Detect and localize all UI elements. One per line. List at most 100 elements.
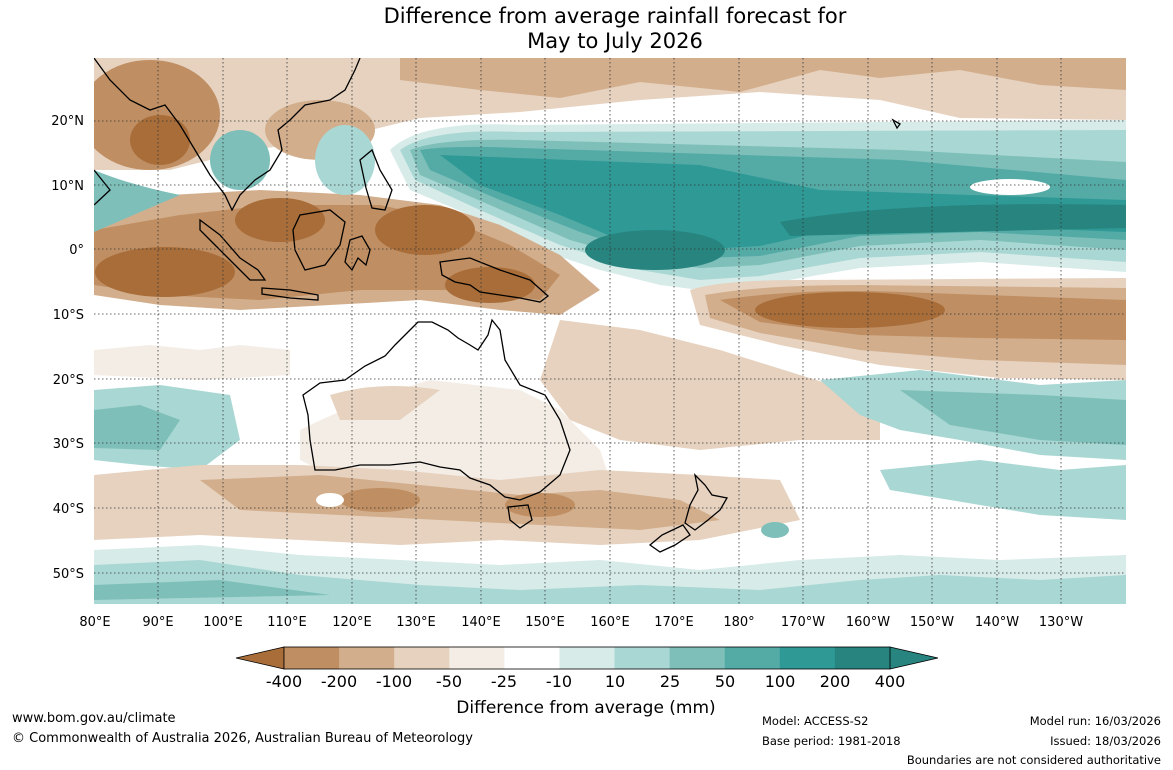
anomaly-region xyxy=(200,475,720,530)
anomaly-region xyxy=(130,115,190,165)
anomaly-region xyxy=(900,390,1126,445)
lon-label: 160°W xyxy=(846,615,890,630)
colorbar-tick-label: -25 xyxy=(491,672,517,691)
lat-label: 10°S xyxy=(53,308,84,323)
anomaly-region xyxy=(755,292,945,328)
coastlines xyxy=(94,58,901,553)
colorbar-segments xyxy=(284,647,891,669)
map-area xyxy=(94,58,1126,604)
footer-copyright: © Commonwealth of Australia 2026, Austra… xyxy=(12,731,473,746)
graticule xyxy=(94,58,1126,604)
philippines-coast xyxy=(359,148,393,211)
lon-label: 100°E xyxy=(203,615,243,630)
lat-label: 20°N xyxy=(51,114,84,129)
anomaly-region xyxy=(94,170,180,232)
colorbar-tick-label: 100 xyxy=(765,672,796,691)
footer-base-period: Base period: 1981-2018 xyxy=(762,734,901,748)
anomaly-region xyxy=(585,230,725,270)
colorbar-segment xyxy=(504,647,560,669)
colorbar-segment xyxy=(614,647,671,669)
india-coast xyxy=(94,169,111,206)
lon-label: 170°W xyxy=(781,615,825,630)
longitude-labels: 80°E 90°E 100°E 110°E 120°E 130°E 140°E … xyxy=(79,615,1083,630)
footer-issued: Issued: 18/03/2026 xyxy=(1050,734,1161,748)
new-guinea-coast xyxy=(439,257,550,303)
lon-label: 180° xyxy=(723,615,754,630)
sulawesi-coast xyxy=(344,235,371,272)
colorbar-segment xyxy=(724,647,781,669)
colorbar-segment xyxy=(669,647,726,669)
colorbar-segment xyxy=(779,647,836,669)
anomaly-region xyxy=(330,386,440,420)
sumatra-coast xyxy=(199,218,267,281)
footer-model: Model: ACCESS-S2 xyxy=(762,714,869,728)
colorbar-tick-label: -200 xyxy=(321,672,357,691)
latitude-labels: 20°N 10°N 0° 10°S 20°S 30°S 40°S 50°S xyxy=(51,114,84,582)
colorbar-segment xyxy=(394,647,450,669)
lon-label: 150°E xyxy=(525,615,565,630)
new-zealand-south-coast xyxy=(648,524,691,553)
java-coast xyxy=(261,287,319,301)
anomaly-region xyxy=(95,247,235,297)
anomaly-region xyxy=(316,493,344,507)
anomaly-region xyxy=(210,130,270,190)
asia-mainland-coast xyxy=(94,58,361,212)
colorbar-tick-label: -50 xyxy=(436,672,462,691)
anomaly-region xyxy=(94,560,1126,604)
anomaly-region xyxy=(505,493,575,517)
colorbar-tick-label: 200 xyxy=(820,672,851,691)
borneo-coast xyxy=(292,209,346,271)
lat-label: 10°N xyxy=(51,179,84,194)
colorbar-tick-label: 50 xyxy=(715,672,735,691)
lon-label: 140°E xyxy=(461,615,501,630)
hawaii-coast xyxy=(891,118,901,130)
anomaly-region xyxy=(235,198,325,242)
colorbar-right-arrow xyxy=(889,646,939,670)
lon-label: 120°E xyxy=(332,615,372,630)
colorbar: -400 -200 -100 -50 -25 -10 10 25 50 100 … xyxy=(235,646,939,718)
anomaly-region xyxy=(761,522,789,538)
colorbar-title: Difference from average (mm) xyxy=(456,698,715,718)
lon-label: 130°W xyxy=(1039,615,1083,630)
anomaly-region xyxy=(340,488,420,512)
colorbar-tick-label: 10 xyxy=(605,672,625,691)
lon-label: 160°E xyxy=(590,615,630,630)
anomaly-region xyxy=(970,179,1050,195)
footer-model-run: Model run: 16/03/2026 xyxy=(1029,714,1161,728)
lat-label: 0° xyxy=(69,243,84,258)
anomaly-region xyxy=(445,267,535,303)
title-line-2: May to July 2026 xyxy=(527,29,703,53)
anomaly-region xyxy=(375,205,475,255)
anomaly-region xyxy=(540,320,880,450)
anomaly-region xyxy=(880,460,1126,520)
lat-label: 50°S xyxy=(53,567,84,582)
lon-label: 110°E xyxy=(267,615,307,630)
colorbar-left-arrow xyxy=(235,646,285,670)
colorbar-frame xyxy=(283,646,891,670)
anomaly-region xyxy=(94,345,290,380)
lon-label: 150°W xyxy=(910,615,954,630)
colorbar-segment xyxy=(339,647,395,669)
lon-label: 130°E xyxy=(396,615,436,630)
anomaly-region xyxy=(400,58,1126,98)
footer-url[interactable]: www.bom.gov.au/climate xyxy=(12,711,176,726)
title-line-1: Difference from average rainfall forecas… xyxy=(383,4,847,28)
colorbar-segment xyxy=(449,647,505,669)
lon-label: 80°E xyxy=(79,615,110,630)
anomaly-region xyxy=(315,125,375,195)
tasmania-coast xyxy=(507,504,533,529)
colorbar-tick-label: 25 xyxy=(660,672,680,691)
colorbar-segment xyxy=(284,647,340,669)
anomaly-region xyxy=(440,155,1126,250)
lat-label: 40°S xyxy=(53,502,84,517)
lon-label: 170°E xyxy=(654,615,694,630)
map-title: Difference from average rainfall forecas… xyxy=(0,4,1173,54)
colorbar-segment xyxy=(834,647,891,669)
colorbar-tick-label: -100 xyxy=(376,672,412,691)
colorbar-tick-label: -400 xyxy=(266,672,302,691)
anomaly-region xyxy=(94,580,330,600)
colorbar-segment xyxy=(559,647,616,669)
anomaly-region xyxy=(780,204,1126,236)
lon-label: 140°W xyxy=(975,615,1019,630)
